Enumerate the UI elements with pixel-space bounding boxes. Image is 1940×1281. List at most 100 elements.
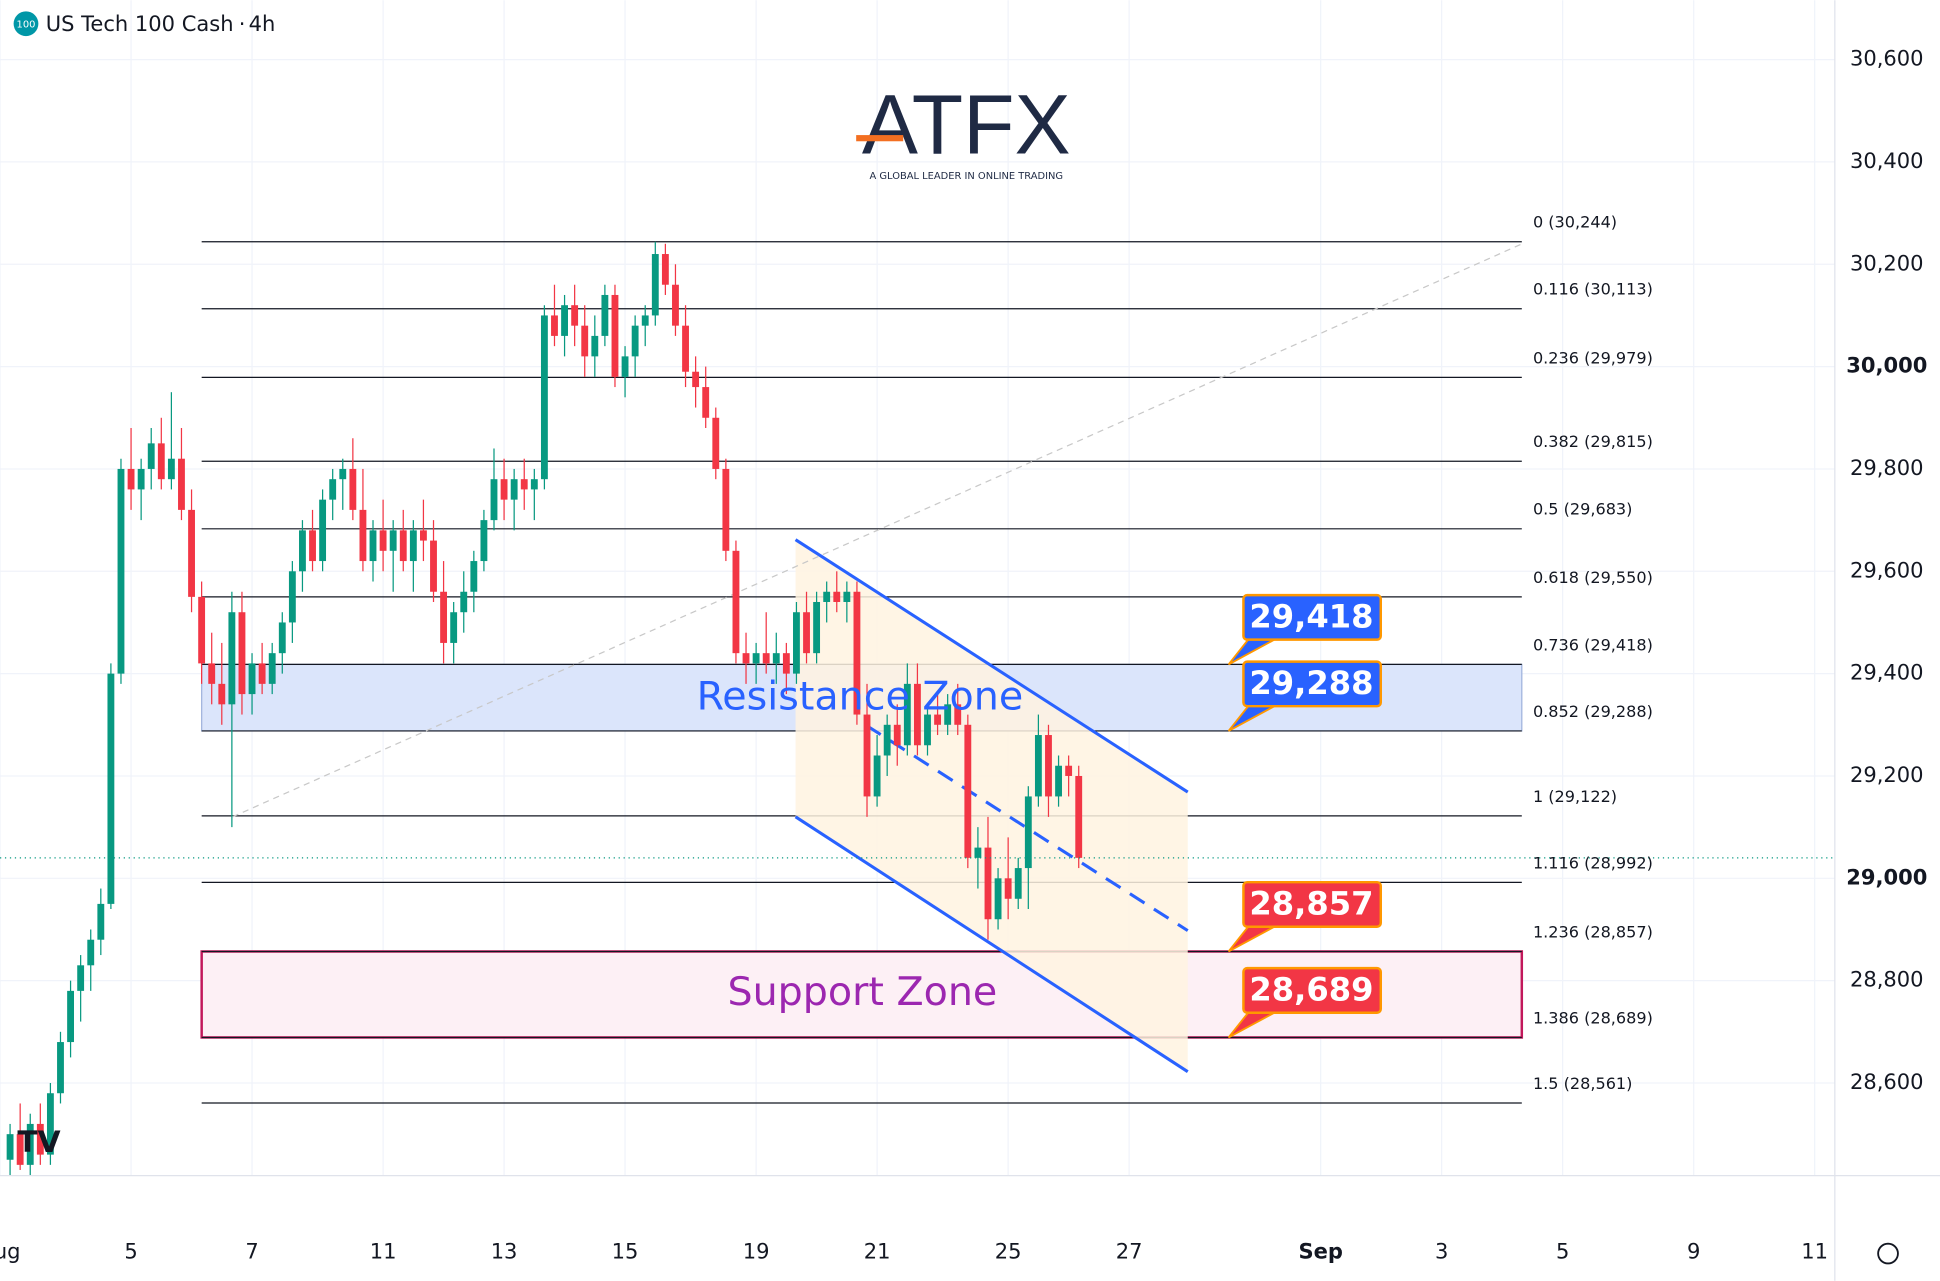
labels: 30,600 30,400 30,200 30,000 29,800 29,600 29,4… <box>0 46 1927 1264</box>
fib-trend-line <box>232 243 1523 818</box>
y-tick-label: 29,400 <box>1850 660 1924 685</box>
candle-body <box>1014 868 1022 899</box>
candles <box>0 241 1835 1176</box>
candle-body <box>661 254 669 285</box>
y-tick-label: 29,800 <box>1850 455 1924 480</box>
candle-body <box>389 530 397 551</box>
candle-body <box>944 704 952 725</box>
fib-label: 0.382 (29,815) <box>1533 432 1653 451</box>
candle-body <box>228 612 236 705</box>
candle-body <box>581 325 589 357</box>
callout-box <box>1242 966 1383 1014</box>
candle-body <box>16 1134 24 1165</box>
callout-box <box>1242 880 1383 928</box>
candle-body <box>903 683 911 746</box>
interval: 4h <box>249 11 276 36</box>
candle-body <box>883 724 891 756</box>
candle-body <box>984 847 992 920</box>
callout-box <box>1242 593 1383 641</box>
candle-body <box>26 1123 34 1165</box>
candle-body <box>399 530 407 562</box>
y-tick-label: 30,400 <box>1850 148 1924 173</box>
candle-body <box>1004 878 1012 899</box>
candle-body <box>803 612 810 654</box>
candle-body <box>561 305 568 336</box>
candle-body <box>87 939 95 966</box>
candle-body <box>319 499 327 562</box>
fib-label: 0.236 (29,979) <box>1533 348 1653 367</box>
candle-body <box>631 325 639 357</box>
callout-box <box>1242 660 1383 708</box>
candle-body <box>530 479 538 490</box>
y-tick-label: 30,600 <box>1850 46 1924 71</box>
candle-body <box>863 714 871 797</box>
candle-body <box>752 653 760 664</box>
candle-body <box>651 254 659 316</box>
logo-name: ATFX <box>862 78 1071 172</box>
x-tick-label: 5 <box>1556 1238 1569 1263</box>
candle-body <box>1024 796 1032 869</box>
candle-body <box>793 612 800 674</box>
y-tick-label: 30,000 <box>1846 353 1927 378</box>
candle-body <box>782 653 790 674</box>
x-tick-label: 15 <box>612 1238 639 1263</box>
x-tick-label: 3 <box>1435 1238 1448 1263</box>
fib-label: 0.618 (29,550) <box>1533 568 1653 587</box>
fib-label: 1 (29,122) <box>1533 787 1617 806</box>
fib-label: 1.386 (28,689) <box>1533 1008 1653 1027</box>
candle-body <box>137 468 145 490</box>
candle-body <box>369 530 377 562</box>
candle-body <box>823 591 831 602</box>
fib-label: 1.5 (28,561) <box>1533 1074 1632 1093</box>
candle-body <box>1075 775 1083 858</box>
candle-body <box>934 714 942 725</box>
callout-label: 29,418 <box>1249 598 1373 636</box>
candle-body <box>964 724 972 858</box>
candle-body <box>36 1123 44 1155</box>
y-tick-label: 30,200 <box>1850 250 1924 275</box>
candle-body <box>238 612 246 695</box>
support-zone-label: Support Zone <box>727 969 997 1015</box>
candle-body <box>490 479 498 521</box>
candle-body <box>480 520 488 562</box>
y-tick-label: 29,000 <box>1846 864 1927 889</box>
fib-label: 0 (30,244) <box>1533 213 1617 232</box>
candle-body <box>672 284 679 326</box>
candle-body <box>278 622 286 654</box>
candle-body <box>349 468 357 510</box>
candle-body <box>1055 765 1062 797</box>
x-tick-label: Sep <box>1298 1238 1342 1263</box>
symbol-badge-bg <box>13 11 39 37</box>
candle-body <box>309 530 316 562</box>
candle-body <box>178 458 185 510</box>
candle-body <box>1045 735 1052 797</box>
candle-body <box>97 903 105 940</box>
candle-body <box>440 591 448 643</box>
candle-body <box>762 653 770 664</box>
candle-body <box>450 612 458 643</box>
candle-body <box>1065 765 1073 776</box>
candle-body <box>641 315 649 326</box>
candle-body <box>409 530 417 562</box>
fib-label: 1.116 (28,992) <box>1533 853 1653 872</box>
x-tick-label: 13 <box>491 1238 518 1263</box>
x-tick-label: 25 <box>995 1238 1022 1263</box>
x-tick-label: Aug <box>0 1238 21 1263</box>
candle-body <box>379 530 387 551</box>
settings-icon[interactable] <box>1877 1242 1899 1265</box>
candle-body <box>843 591 851 602</box>
candle-body <box>460 591 468 613</box>
candle-body <box>601 294 609 336</box>
fib-label: 0.116 (30,113) <box>1533 280 1653 299</box>
y-tick-label: 29,200 <box>1850 762 1924 787</box>
candle-body <box>77 965 85 991</box>
candle-body <box>167 458 175 480</box>
candle-body <box>248 663 256 695</box>
candle-body <box>540 315 548 480</box>
x-tick-label: 19 <box>743 1238 770 1263</box>
fib-label: 0.852 (29,288) <box>1533 702 1653 721</box>
candle-body <box>299 530 306 572</box>
candle-body <box>611 294 619 377</box>
